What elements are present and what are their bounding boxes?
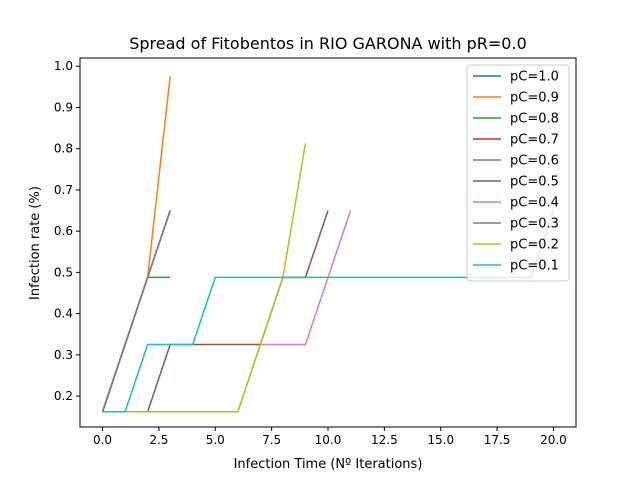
legend: pC=1.0 pC=0.9 pC=0.8 pC=0.7 pC=0.6 pC=0.5 pC=0… — [466, 64, 570, 282]
y-axis-ticks: 0.2 0.3 0.4 0.5 0.6 0.7 0.8 0.9 1.0 — [54, 59, 80, 403]
legend-entry: pC=0.2 — [510, 238, 559, 253]
y-tick-label: 0.6 — [54, 224, 73, 238]
y-tick-label: 0.9 — [54, 100, 73, 114]
x-tick-label: 10.0 — [315, 433, 342, 447]
y-tick-label: 0.7 — [54, 183, 73, 197]
chart-title: Spread of Fitobentos in RIO GARONA with … — [129, 34, 527, 53]
x-tick-label: 17.5 — [484, 433, 511, 447]
x-tick-label: 0.0 — [93, 433, 112, 447]
x-tick-label: 20.0 — [540, 433, 567, 447]
x-tick-label: 5.0 — [206, 433, 225, 447]
legend-entry: pC=0.5 — [510, 175, 559, 190]
y-axis-label: Infection rate (%) — [28, 186, 43, 300]
y-tick-label: 0.3 — [54, 348, 73, 362]
series-line-8 — [102, 143, 307, 413]
y-tick-label: 0.2 — [54, 389, 73, 403]
legend-entry: pC=0.6 — [510, 154, 559, 169]
legend-entry: pC=0.8 — [510, 112, 559, 127]
x-tick-label: 12.5 — [371, 433, 398, 447]
legend-entry: pC=0.4 — [510, 196, 559, 211]
y-tick-label: 0.4 — [54, 307, 73, 321]
legend-entry: pC=0.3 — [510, 217, 559, 232]
x-tick-label: 7.5 — [262, 433, 281, 447]
legend-entry: pC=0.1 — [510, 259, 559, 274]
x-tick-label: 2.5 — [149, 433, 168, 447]
x-axis-ticks: 0.0 2.5 5.0 7.5 10.0 12.5 15.0 17.5 20.0 — [93, 427, 567, 447]
x-axis-label: Infection Time (Nº Iterations) — [234, 457, 423, 472]
legend-box — [466, 64, 570, 282]
legend-entry: pC=0.9 — [510, 91, 559, 106]
legend-entry: pC=1.0 — [510, 70, 559, 85]
y-tick-label: 0.5 — [54, 265, 73, 279]
y-tick-label: 1.0 — [54, 59, 73, 73]
legend-entry: pC=0.7 — [510, 133, 559, 148]
x-tick-label: 15.0 — [427, 433, 454, 447]
series-line-7 — [101, 210, 171, 412]
y-tick-label: 0.8 — [54, 142, 73, 156]
